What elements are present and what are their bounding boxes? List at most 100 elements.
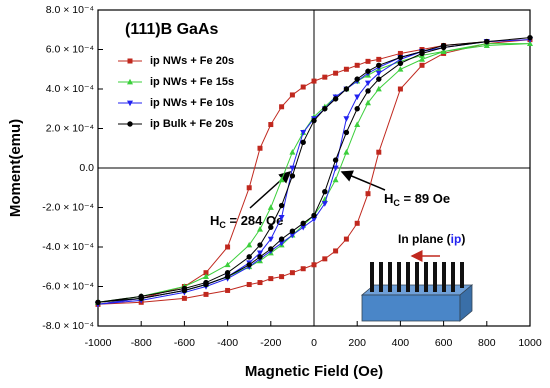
marker bbox=[332, 157, 339, 163]
marker bbox=[268, 122, 274, 128]
x-tick-label: 400 bbox=[392, 337, 410, 349]
marker bbox=[311, 262, 317, 268]
marker bbox=[527, 34, 533, 41]
legend-label: ip Bulk + Fe 20s bbox=[150, 118, 233, 130]
marker bbox=[483, 42, 490, 48]
y-tick-label: 6.0 × 10⁻⁴ bbox=[46, 43, 94, 55]
marker bbox=[376, 76, 382, 82]
marker bbox=[354, 94, 361, 101]
marker bbox=[484, 38, 490, 45]
marker bbox=[300, 139, 306, 146]
x-tick-label: -400 bbox=[217, 337, 238, 349]
marker bbox=[279, 104, 285, 110]
annotation: HC = 89 Oe bbox=[384, 191, 450, 208]
marker bbox=[343, 86, 350, 92]
marker bbox=[343, 149, 350, 155]
marker bbox=[343, 116, 350, 122]
inset-label: In plane (ip) bbox=[398, 232, 465, 246]
marker bbox=[289, 228, 296, 234]
y-axis-label: Moment(emu) bbox=[7, 119, 24, 217]
marker bbox=[332, 96, 339, 102]
marker bbox=[300, 220, 306, 226]
marker bbox=[181, 285, 188, 292]
legend-label: ip NWs + Fe 10s bbox=[150, 97, 234, 109]
marker bbox=[440, 42, 447, 49]
marker bbox=[257, 226, 263, 232]
marker bbox=[311, 212, 317, 219]
marker bbox=[203, 291, 209, 297]
marker bbox=[343, 129, 350, 136]
marker bbox=[322, 189, 328, 195]
marker bbox=[224, 273, 231, 280]
marker bbox=[322, 256, 328, 262]
marker bbox=[322, 106, 328, 112]
marker bbox=[203, 279, 209, 286]
marker bbox=[246, 282, 252, 288]
marker bbox=[300, 84, 306, 90]
marker bbox=[354, 106, 360, 112]
marker bbox=[257, 242, 263, 248]
marker bbox=[267, 204, 274, 210]
x-tick-label: 1000 bbox=[518, 337, 542, 349]
marker bbox=[268, 224, 274, 230]
marker bbox=[376, 149, 382, 155]
marker bbox=[365, 68, 371, 74]
marker bbox=[257, 145, 263, 151]
marker bbox=[224, 261, 231, 268]
marker bbox=[246, 185, 252, 191]
marker bbox=[289, 92, 295, 98]
marker bbox=[268, 246, 274, 252]
inset-sample bbox=[360, 250, 474, 322]
marker bbox=[127, 100, 133, 107]
marker bbox=[322, 74, 328, 80]
annotation-arrow bbox=[340, 170, 386, 191]
marker bbox=[333, 248, 339, 254]
marker bbox=[95, 299, 101, 305]
marker bbox=[440, 48, 447, 54]
marker bbox=[246, 262, 252, 268]
marker bbox=[127, 58, 133, 64]
marker bbox=[300, 266, 306, 272]
marker bbox=[365, 88, 371, 94]
marker bbox=[397, 86, 403, 92]
marker bbox=[278, 236, 285, 242]
marker bbox=[397, 66, 404, 72]
marker bbox=[365, 191, 371, 197]
marker bbox=[300, 130, 307, 136]
y-tick-label: -6.0 × 10⁻⁴ bbox=[42, 280, 94, 292]
x-tick-label: 0 bbox=[311, 337, 317, 349]
x-tick-label: -600 bbox=[174, 337, 195, 349]
marker bbox=[289, 165, 296, 172]
marker bbox=[224, 269, 231, 276]
marker bbox=[257, 250, 263, 257]
marker bbox=[321, 201, 328, 207]
marker bbox=[300, 224, 307, 231]
marker bbox=[354, 121, 361, 127]
marker bbox=[289, 149, 296, 155]
y-tick-label: 0.0 bbox=[79, 162, 94, 174]
marker bbox=[332, 176, 339, 183]
marker bbox=[257, 254, 263, 260]
x-tick-label: 200 bbox=[348, 337, 366, 349]
marker bbox=[278, 176, 285, 183]
y-tick-label: -2.0 × 10⁻⁴ bbox=[42, 201, 94, 213]
marker bbox=[321, 196, 328, 202]
marker bbox=[138, 293, 144, 300]
marker bbox=[311, 78, 317, 84]
marker bbox=[354, 76, 360, 82]
x-tick-label: 600 bbox=[435, 337, 453, 349]
marker bbox=[246, 254, 252, 260]
x-tick-label: 800 bbox=[478, 337, 496, 349]
marker bbox=[365, 99, 371, 106]
x-tick-label: -200 bbox=[260, 337, 281, 349]
x-tick-label: -800 bbox=[131, 337, 152, 349]
marker bbox=[365, 58, 371, 64]
y-tick-label: -4.0 × 10⁻⁴ bbox=[42, 241, 94, 253]
marker bbox=[289, 270, 295, 276]
marker bbox=[279, 274, 285, 280]
marker bbox=[375, 85, 382, 92]
marker bbox=[127, 78, 133, 85]
marker bbox=[278, 240, 285, 247]
marker bbox=[278, 214, 285, 221]
